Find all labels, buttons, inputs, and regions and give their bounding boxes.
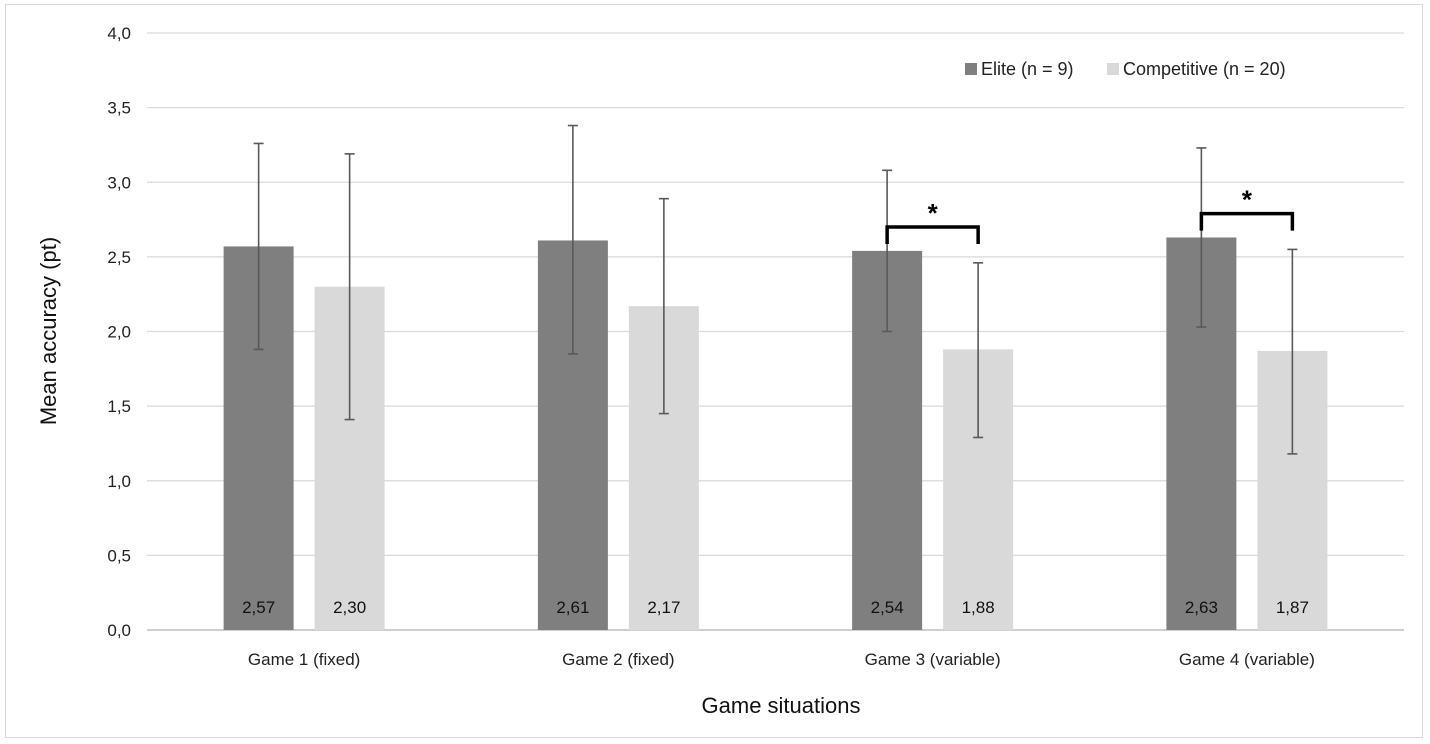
data-label: 2,30 <box>333 598 366 617</box>
y-tick-label: 2,5 <box>107 248 131 267</box>
y-tick-label: 3,0 <box>107 173 131 192</box>
significance-star: * <box>1242 185 1253 215</box>
x-axis-categories: Game 1 (fixed) Game 2 (fixed) Game 3 (vari… <box>248 650 1315 669</box>
data-label: 2,61 <box>556 598 589 617</box>
x-tick-label: Game 3 (variable) <box>865 650 1001 669</box>
significance-bracket <box>885 225 980 245</box>
y-axis-title: Mean accuracy (pt) <box>36 237 61 425</box>
data-label: 2,63 <box>1185 598 1218 617</box>
legend-swatch <box>1107 63 1119 75</box>
legend-label: Elite (n = 9) <box>981 59 1074 79</box>
significance-star: * <box>928 198 939 228</box>
data-label: 2,54 <box>871 598 904 617</box>
data-label: 1,88 <box>962 598 995 617</box>
y-tick-label: 1,5 <box>107 397 131 416</box>
y-axis-ticks: 0,0 0,5 1,0 1,5 2,0 2,5 3,0 3,5 4,0 <box>107 24 131 640</box>
y-tick-label: 0,5 <box>107 546 131 565</box>
y-tick-label: 3,5 <box>107 99 131 118</box>
data-label: 1,87 <box>1276 598 1309 617</box>
data-label: 2,17 <box>647 598 680 617</box>
x-axis-title: Game situations <box>702 693 861 718</box>
significance-annotations: * * <box>885 185 1295 245</box>
x-tick-label: Game 2 (fixed) <box>562 650 674 669</box>
bars <box>223 237 1328 631</box>
data-labels: 2,57 2,30 2,61 2,17 2,54 1,88 2,63 1,87 <box>242 598 1309 617</box>
legend-swatch <box>965 63 977 75</box>
y-tick-label: 4,0 <box>107 24 131 43</box>
data-label: 2,57 <box>242 598 275 617</box>
y-tick-label: 2,0 <box>107 323 131 342</box>
error-bars <box>253 124 1298 455</box>
x-tick-label: Game 1 (fixed) <box>248 650 360 669</box>
legend-label: Competitive (n = 20) <box>1123 59 1286 79</box>
x-tick-label: Game 4 (variable) <box>1179 650 1315 669</box>
significance-bracket <box>1199 211 1295 231</box>
y-tick-label: 1,0 <box>107 472 131 491</box>
legend: Elite (n = 9) Competitive (n = 20) <box>965 59 1286 79</box>
y-tick-label: 0,0 <box>107 621 131 640</box>
